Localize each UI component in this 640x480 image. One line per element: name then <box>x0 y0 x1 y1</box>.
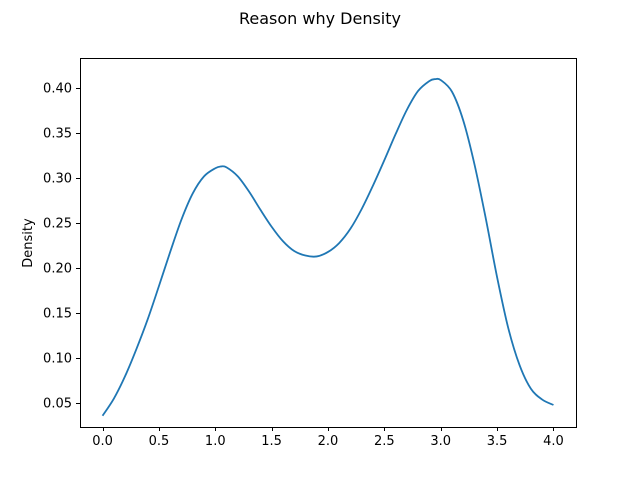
x-tick-label: 3.5 <box>487 434 508 449</box>
x-tick-label: 0.5 <box>149 434 170 449</box>
y-tick-label: 0.40 <box>43 82 72 97</box>
y-tick-label: 0.20 <box>43 262 72 277</box>
x-axis: 0.0 0.5 1.0 1.5 2.0 2.5 3.0 3.5 4.0 <box>92 427 564 449</box>
chart-title: Reason why Density <box>239 9 401 28</box>
x-tick-label: 3.0 <box>430 434 451 449</box>
y-tick-label: 0.05 <box>43 397 72 412</box>
y-tick-label: 0.15 <box>43 307 72 322</box>
y-tick-label: 0.30 <box>43 172 72 187</box>
y-axis: 0.05 0.10 0.15 0.20 0.25 0.30 0.35 0.40 <box>43 82 80 412</box>
y-axis-label: Density <box>21 218 36 268</box>
density-line <box>101 77 554 417</box>
x-tick-label: 4.0 <box>543 434 564 449</box>
y-tick-label: 0.25 <box>43 217 72 232</box>
plot-frame <box>80 58 577 428</box>
y-tick-label: 0.35 <box>43 127 72 142</box>
x-tick-label: 2.5 <box>374 434 395 449</box>
x-tick-label: 2.0 <box>318 434 339 449</box>
series-layer <box>101 77 554 417</box>
plot-area: 0.0 0.5 1.0 1.5 2.0 2.5 3.0 3.5 4.0 0.05 0.10 0.15… <box>43 58 577 449</box>
x-tick-label: 0.0 <box>92 434 113 449</box>
y-tick-label: 0.10 <box>43 352 72 367</box>
x-tick-label: 1.0 <box>205 434 226 449</box>
x-tick-label: 1.5 <box>261 434 282 449</box>
